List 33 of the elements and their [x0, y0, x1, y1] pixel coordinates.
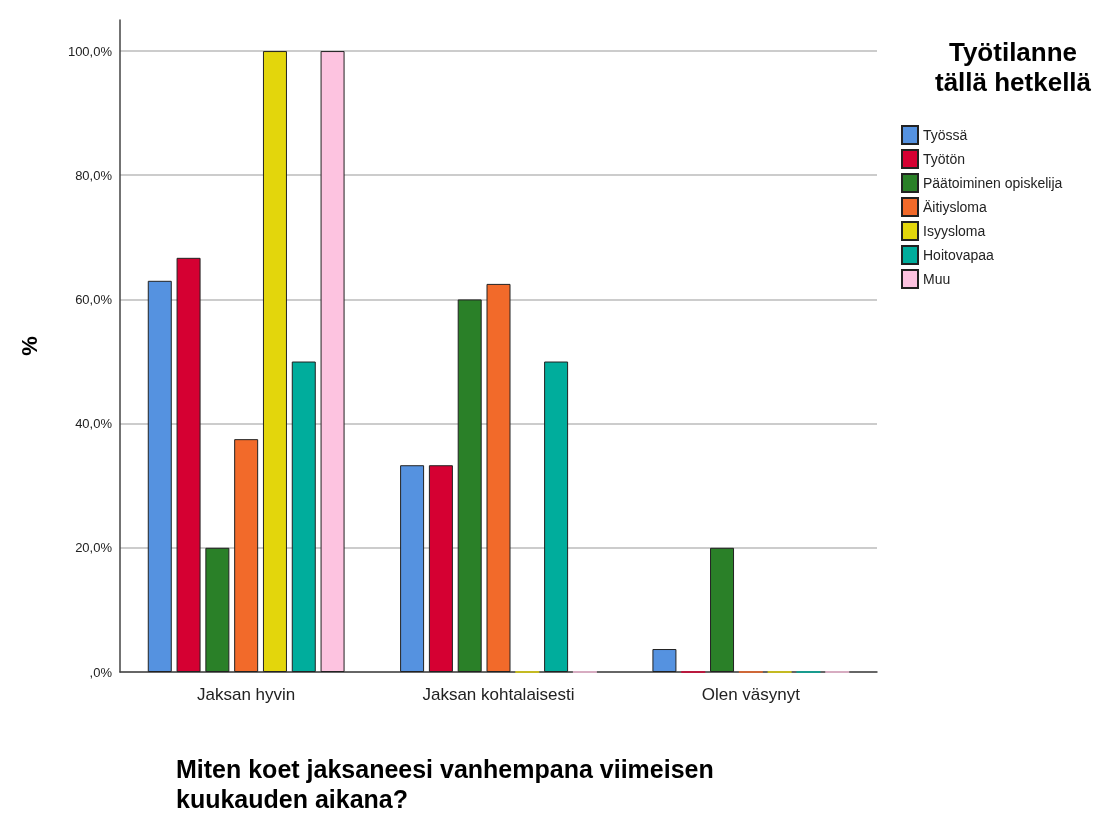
- bar: [400, 465, 425, 672]
- bar: [262, 51, 287, 672]
- y-tick-label: ,0%: [89, 664, 113, 680]
- legend-label: Hoitovapaa: [923, 247, 995, 263]
- legend-label: Työssä: [923, 127, 968, 143]
- x-axis-title: Miten koet jaksaneesi vanhempana viimeisen kuukauden aikana?: [176, 755, 721, 813]
- y-tick-label: 40,0%: [75, 416, 113, 432]
- bar: [652, 649, 677, 672]
- bar: [544, 361, 569, 672]
- legend-label: Työtön: [923, 151, 966, 167]
- bar: [710, 547, 735, 672]
- bar: [147, 280, 172, 672]
- x-tick-label: Jaksan kohtalaisesti: [422, 685, 575, 704]
- y-axis-title: %: [16, 336, 42, 356]
- y-tick-label: 80,0%: [75, 167, 113, 183]
- bar: [234, 439, 259, 672]
- bar: [457, 299, 482, 672]
- x-tick-label: Olen väsynyt: [701, 685, 801, 704]
- bar: [176, 257, 201, 672]
- y-tick-label: 20,0%: [75, 540, 113, 556]
- x-tick-label: Jaksan hyvin: [197, 685, 296, 704]
- y-tick-label: 100,0%: [67, 43, 113, 59]
- bar: [320, 51, 345, 672]
- bar: [291, 361, 316, 672]
- legend-label: Äitiysloma: [923, 199, 988, 215]
- legend-label: Päätoiminen opiskelija: [923, 175, 1063, 191]
- y-tick-label: 60,0%: [75, 291, 113, 307]
- bar: [205, 547, 230, 672]
- legend-title: Työtilanne tällä hetkellä: [934, 37, 1092, 97]
- legend-label: Muu: [923, 271, 951, 287]
- bar: [428, 465, 453, 672]
- bar: [486, 283, 511, 672]
- legend-label: Isyysloma: [923, 223, 986, 239]
